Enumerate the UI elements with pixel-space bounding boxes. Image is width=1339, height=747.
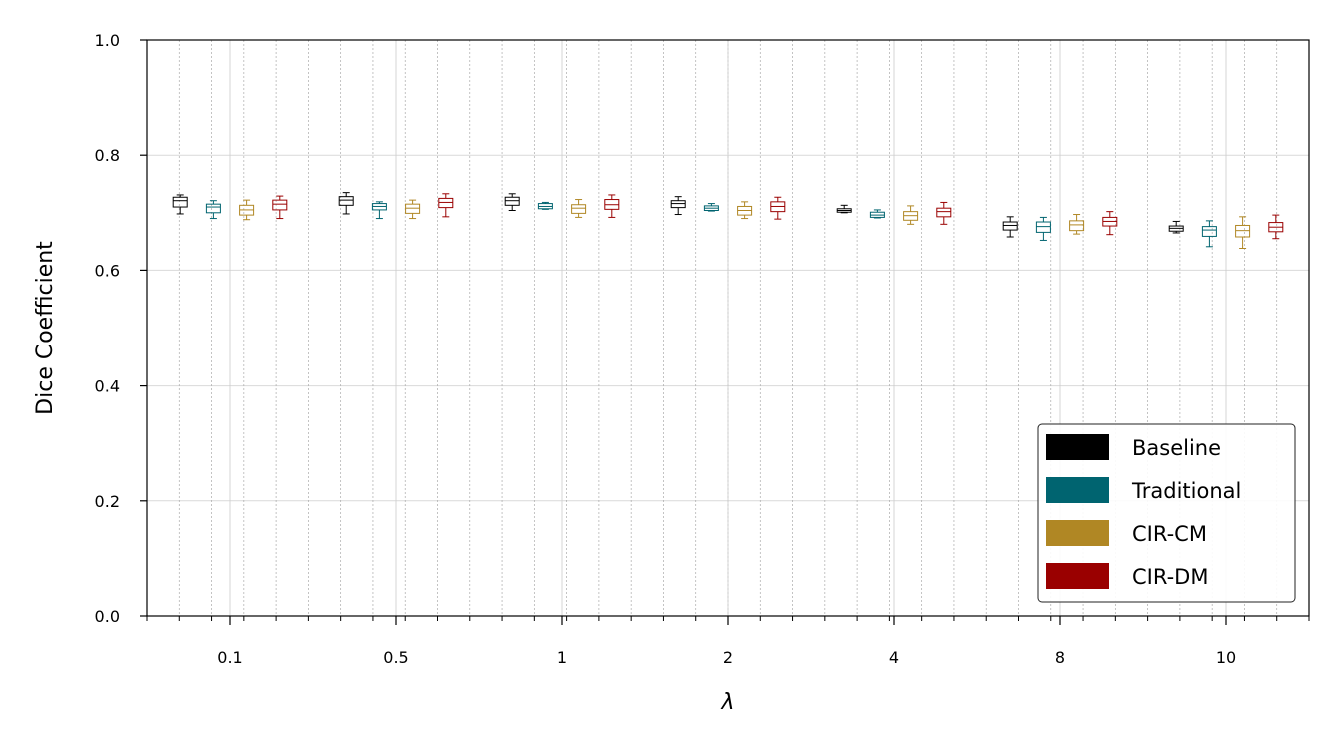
boxplot-baseline-1 [504,193,520,211]
boxplot-cir-cm-2 [737,201,753,220]
x-tick-label: 8 [1055,648,1065,667]
x-tick-label: 1 [557,648,567,667]
x-tick-label: 10 [1216,648,1236,667]
box-iqr [205,203,221,214]
boxplot-cir-dm-1 [604,194,620,218]
y-tick-label: 0.6 [95,261,120,280]
box-iqr [1035,221,1051,233]
boxplot-cir-cm-8 [1069,214,1085,235]
x-tick-label: 2 [723,648,733,667]
box-iqr [936,207,952,218]
legend-label-baseline: Baseline [1132,436,1221,460]
box-iqr [272,199,288,211]
boxplot-cir-dm-8 [1102,211,1118,236]
boxplot-cir-dm-10 [1268,214,1284,240]
boxplot-traditional-8 [1035,216,1051,241]
legend: Baseline Traditional CIR-CM CIR-DM [1037,423,1296,603]
box-iqr [1002,221,1018,231]
boxplot-traditional-0.5 [371,201,387,220]
boxplot-traditional-10 [1201,220,1217,248]
legend-frame [1037,423,1296,603]
x-tick-label: 0.1 [217,648,242,667]
y-tick-label: 1.0 [95,31,120,50]
boxplot-cir-cm-1 [571,199,587,218]
box-iqr [172,196,188,208]
boxplot-traditional-1 [537,201,553,210]
box-iqr [1069,220,1085,232]
boxplot-cir-dm-4 [936,201,952,225]
boxplot-cir-cm-0.1 [239,199,255,221]
x-tick-label: 0.5 [383,648,408,667]
legend-swatch-traditional [1046,477,1109,503]
boxplot-baseline-8 [1002,216,1018,238]
legend-swatch-baseline [1046,434,1109,460]
legend-swatch-cir-cm [1046,520,1109,546]
legend-label-cir-cm: CIR-CM [1132,522,1207,546]
legend-label-cir-dm: CIR-DM [1132,565,1208,589]
box-iqr [1201,226,1217,237]
y-tick-label: 0.0 [95,607,120,626]
y-tick-label: 0.4 [95,377,120,396]
legend-label-traditional: Traditional [1131,479,1241,503]
y-tick-label: 0.8 [95,146,120,165]
boxplot-baseline-4 [836,204,852,214]
box-iqr [1235,224,1251,238]
y-axis-title: Dice Coefficient [33,241,58,415]
boxplot-baseline-2 [670,196,686,216]
box-iqr [438,197,454,209]
boxplot-baseline-0.1 [172,194,188,215]
boxplot-cir-dm-0.5 [438,193,454,218]
boxplot-traditional-4 [869,209,885,219]
x-axis-title: λ [720,690,734,715]
boxplot-baseline-0.5 [338,192,354,215]
boxplot-traditional-2 [703,203,719,212]
axes-layer: 0.0 0.2 0.4 0.6 0.8 1.0 0.1 0.5 1 2 4 8 10 [95,31,1310,667]
x-tick-label: 4 [889,648,899,667]
boxes-layer [172,192,1284,250]
boxplot-cir-dm-2 [770,196,786,220]
box-iqr [504,196,520,206]
boxplot-traditional-0.1 [205,200,221,220]
box-iqr [670,200,686,209]
box-iqr [571,204,587,214]
boxplot-cir-cm-4 [903,205,919,225]
boxplot-cir-dm-0.1 [272,195,288,220]
y-tick-label: 0.2 [95,492,120,511]
box-iqr [405,203,421,214]
box-iqr [338,196,354,206]
boxplot-cir-cm-0.5 [405,199,421,220]
boxplot-baseline-10 [1168,220,1184,234]
boxplot-cir-cm-10 [1235,216,1251,250]
legend-swatch-cir-dm [1046,563,1109,589]
